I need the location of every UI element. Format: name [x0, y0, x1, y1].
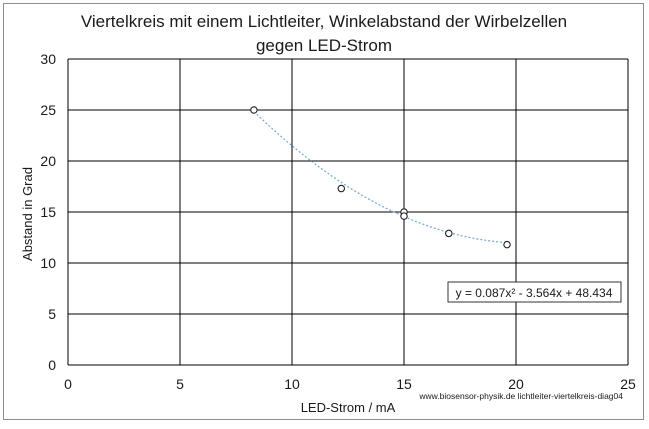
y-tick-label: 25 — [40, 102, 56, 118]
y-tick-labels: 0 5 10 15 20 25 30 — [40, 51, 56, 373]
y-tick-label: 0 — [48, 357, 56, 373]
data-points — [250, 106, 511, 249]
x-tick-label: 0 — [64, 376, 72, 392]
x-tick-label: 20 — [508, 376, 524, 392]
chart-title-line2: gegen LED-Strom — [256, 36, 392, 55]
x-axis-label: LED-Strom / mA — [301, 400, 396, 415]
y-axis-label: Abstand in Grad — [20, 167, 35, 261]
x-tick-label: 10 — [284, 376, 300, 392]
x-tick-label: 15 — [396, 376, 412, 392]
trendline-equation-box — [447, 281, 622, 303]
source-note: www.biosensor-physik.de lichtleiter-vier… — [418, 391, 623, 401]
y-tick-label: 10 — [40, 255, 56, 271]
trendline — [253, 111, 508, 244]
data-point — [337, 184, 346, 193]
chart-title-line1: Viertelkreis mit einem Lichtleiter, Wink… — [81, 12, 567, 31]
x-tick-label: 5 — [176, 376, 184, 392]
grid-lines — [67, 58, 629, 366]
trendline-equation: y = 0.087x² - 3.564x + 48.434 — [456, 286, 613, 300]
x-tick-label: 25 — [620, 376, 636, 392]
y-tick-label: 30 — [40, 51, 56, 67]
data-point — [445, 229, 453, 238]
data-point — [250, 106, 258, 114]
data-point — [503, 240, 511, 249]
y-tick-label: 15 — [40, 204, 56, 220]
data-point — [400, 212, 408, 220]
y-tick-label: 5 — [48, 306, 56, 322]
x-tick-labels: 0 5 10 15 20 25 — [64, 376, 636, 392]
y-tick-label: 20 — [40, 153, 56, 169]
